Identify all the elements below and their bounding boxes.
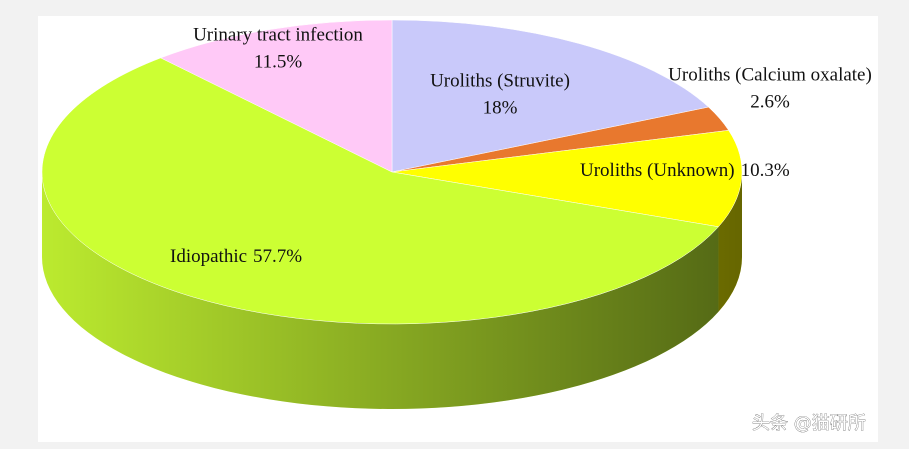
slice-label: Uroliths (Unknown) 10.3%	[580, 160, 790, 181]
slice	[160, 19, 393, 173]
pie	[41, 19, 743, 410]
value-label: 57.7%	[253, 246, 302, 267]
slice	[391, 130, 743, 228]
category-label: Urinary tract infection	[193, 24, 363, 45]
slice-label: Idiopathic 57.7%	[170, 246, 302, 267]
labels: Uroliths (Struvite) 18% Uroliths (Calcium …	[170, 24, 872, 267]
slice	[391, 19, 710, 173]
category-label: Uroliths (Struvite)	[430, 70, 570, 91]
value-label: 10.3%	[741, 160, 790, 181]
value-label: 11.5%	[254, 51, 303, 72]
category-label: Idiopathic	[170, 246, 247, 267]
slice-side-shade	[718, 172, 742, 312]
category-label: Uroliths (Calcium oxalate)	[668, 64, 872, 85]
value-label: 2.6%	[750, 91, 790, 112]
value-label: 18%	[483, 97, 518, 118]
watermark: 头条 @猫研所	[752, 413, 866, 434]
slice-side-shade	[42, 172, 719, 410]
slice	[41, 57, 719, 325]
category-label: Uroliths (Unknown)	[580, 160, 735, 181]
